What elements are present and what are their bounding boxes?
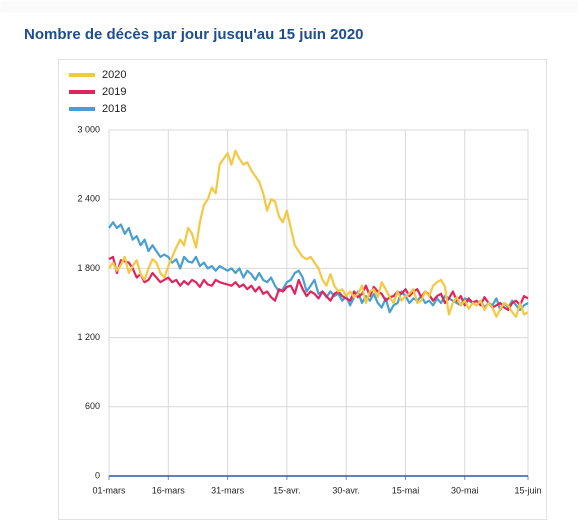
x-tick-label: 16-mars <box>152 485 186 495</box>
y-tick-label: 0 <box>95 470 100 480</box>
x-tick-label: 31-mars <box>211 485 245 495</box>
chart-frame <box>58 59 547 520</box>
y-tick-label: 1 200 <box>77 332 100 342</box>
chart-title: Nombre de décès par jour jusqu'au 15 jui… <box>24 26 364 43</box>
y-tick-label: 3 000 <box>77 124 100 134</box>
y-tick-label: 1 800 <box>77 263 100 273</box>
top-strip <box>0 0 578 13</box>
series-line <box>108 149 529 318</box>
y-tick-label: 600 <box>85 401 100 411</box>
x-tick-label: 15-mai <box>392 485 420 495</box>
x-tick-label: 30-avr. <box>332 485 360 495</box>
x-tick-label: 01-mars <box>92 485 126 495</box>
y-tick-label: 2 400 <box>77 194 100 204</box>
x-tick-label: 30-mai <box>451 485 479 495</box>
legend-label: 2020 <box>102 69 126 81</box>
x-tick-label: 15-juin <box>514 485 541 495</box>
x-tick-label: 15-avr. <box>273 485 301 495</box>
legend-label: 2019 <box>102 86 126 98</box>
series-line <box>108 221 529 314</box>
legend-label: 2018 <box>102 103 126 115</box>
